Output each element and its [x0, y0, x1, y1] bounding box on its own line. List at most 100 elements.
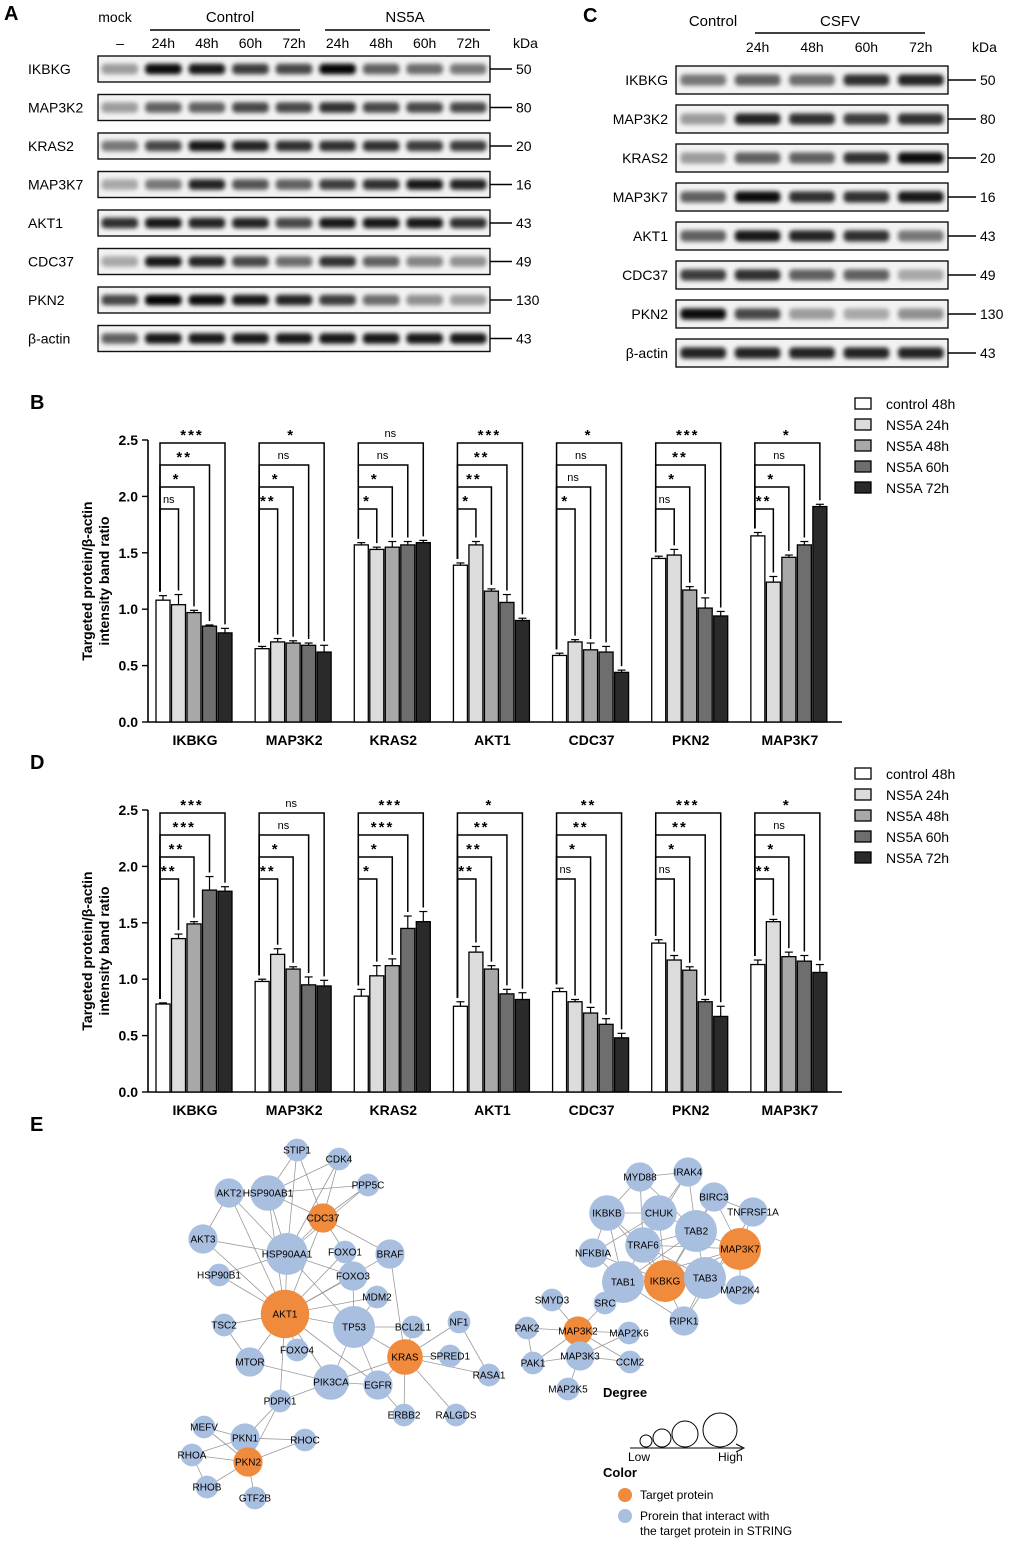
bar — [613, 1037, 630, 1093]
blot-protein-label: CDC37 — [622, 267, 668, 283]
blot-band — [319, 333, 356, 344]
legend-color-title: Color — [603, 1465, 637, 1480]
bar — [812, 971, 828, 1093]
network-node-tab3 — [684, 1257, 726, 1299]
blot-band — [843, 308, 890, 320]
y-tick-label: 1.0 — [119, 971, 139, 987]
blot-band — [101, 294, 139, 306]
blot-band — [101, 333, 139, 344]
significance-bracket — [456, 812, 524, 998]
legend-target-label: Target protein — [640, 1488, 713, 1502]
blot-band — [362, 63, 400, 75]
significance-label: * — [561, 493, 569, 510]
blot-band — [319, 63, 356, 75]
ppi-network-e: STIP1 CDK4 AKT2 HSP90AB1 PPP5C CDC37 AKT3 HSP90… — [178, 1138, 792, 1538]
blot-mock-dash: – — [116, 35, 124, 51]
significance-label: * — [363, 863, 371, 880]
significance-label: * — [767, 471, 775, 488]
significance-label: ** — [458, 863, 474, 880]
significance-label: * — [173, 471, 181, 488]
blot-band — [275, 217, 313, 229]
x-category-label: AKT1 — [474, 732, 511, 748]
legend-swatch — [854, 418, 872, 431]
network-node-label: HSP90AA1 — [262, 1250, 313, 1261]
kda-value: 130 — [516, 292, 540, 308]
bar — [201, 889, 218, 1093]
blot-band — [680, 152, 727, 164]
bar — [300, 984, 317, 1093]
network-node-ikbkb — [589, 1195, 625, 1231]
blot-band — [789, 230, 835, 242]
significance-bracket — [555, 486, 592, 650]
network-node-label: BRAF — [377, 1250, 404, 1261]
blot-band — [319, 179, 356, 190]
significance-label: ** — [756, 863, 772, 880]
legend-swatch — [854, 809, 872, 822]
significance-label: *** — [676, 797, 700, 814]
blot-band — [145, 217, 182, 229]
bar — [796, 544, 813, 723]
blot-band — [789, 269, 835, 281]
blot-band — [362, 140, 400, 152]
blot-band — [188, 102, 226, 113]
bar — [186, 923, 202, 1093]
bar — [567, 1001, 583, 1093]
blot-band — [897, 74, 944, 86]
legend-label: NS5A 60h — [886, 459, 949, 475]
network-node-label: RHOB — [193, 1483, 222, 1494]
network-node-label: FOXO4 — [280, 1346, 314, 1357]
significance-label: ** — [672, 819, 688, 836]
significance-bracket — [754, 812, 821, 961]
bar — [170, 937, 187, 1093]
blot-band — [319, 102, 356, 113]
bar — [369, 975, 385, 1093]
legend-label: control 48h — [886, 396, 955, 412]
blot-band — [406, 63, 443, 75]
significance-label: ns — [278, 820, 290, 832]
bar — [415, 921, 431, 1093]
significance-label: * — [569, 841, 577, 858]
network-node-akt3 — [188, 1224, 218, 1254]
blot-band — [406, 217, 443, 229]
blot-protein-label: PKN2 — [631, 306, 668, 322]
significance-label: * — [287, 427, 295, 444]
bar — [452, 1005, 469, 1093]
bar — [651, 942, 667, 1093]
blot-band — [232, 333, 269, 344]
bar — [499, 993, 515, 1093]
significance-bracket — [159, 508, 180, 592]
network-node-label: MAP2K4 — [720, 1286, 760, 1297]
bar — [217, 632, 233, 723]
network-node-spred1 — [438, 1344, 462, 1368]
blot-band — [101, 140, 139, 152]
significance-label: ** — [466, 471, 482, 488]
bar — [551, 990, 568, 1093]
network-node-label: CDK4 — [326, 1155, 353, 1166]
bar — [285, 968, 301, 1093]
blot-time-label: 48h — [195, 35, 218, 51]
significance-label: * — [668, 471, 676, 488]
network-node-pak1 — [521, 1351, 545, 1375]
y-axis-label-line: Targeted protein/β-actin — [79, 871, 95, 1030]
blot-time-label: 72h — [282, 35, 305, 51]
blot-band — [188, 179, 226, 190]
blot-band — [101, 102, 139, 113]
blot-band — [843, 113, 890, 125]
network-node-label: PAK2 — [515, 1324, 540, 1335]
western-blot-c: Control CSFV 24h 48h 60h 72h kDa IKBKG 50 MAP3K2 8… — [613, 13, 1004, 368]
legend-degree-circle — [652, 1428, 672, 1448]
blot-band — [843, 191, 890, 203]
network-node-cdk4 — [327, 1147, 351, 1171]
legend-high-label: High — [718, 1450, 743, 1464]
blot-band — [406, 294, 443, 306]
network-node-label: MAP3K3 — [560, 1352, 600, 1363]
blot-band — [897, 269, 944, 281]
blot-band — [145, 179, 182, 190]
significance-label: * — [272, 471, 280, 488]
network-node-label: AKT1 — [272, 1310, 297, 1321]
network-node-mtor — [235, 1347, 265, 1377]
blot-band — [734, 74, 781, 86]
significance-label: * — [486, 797, 494, 814]
blot-band — [449, 217, 487, 229]
network-node-label: TRAF6 — [627, 1241, 659, 1252]
